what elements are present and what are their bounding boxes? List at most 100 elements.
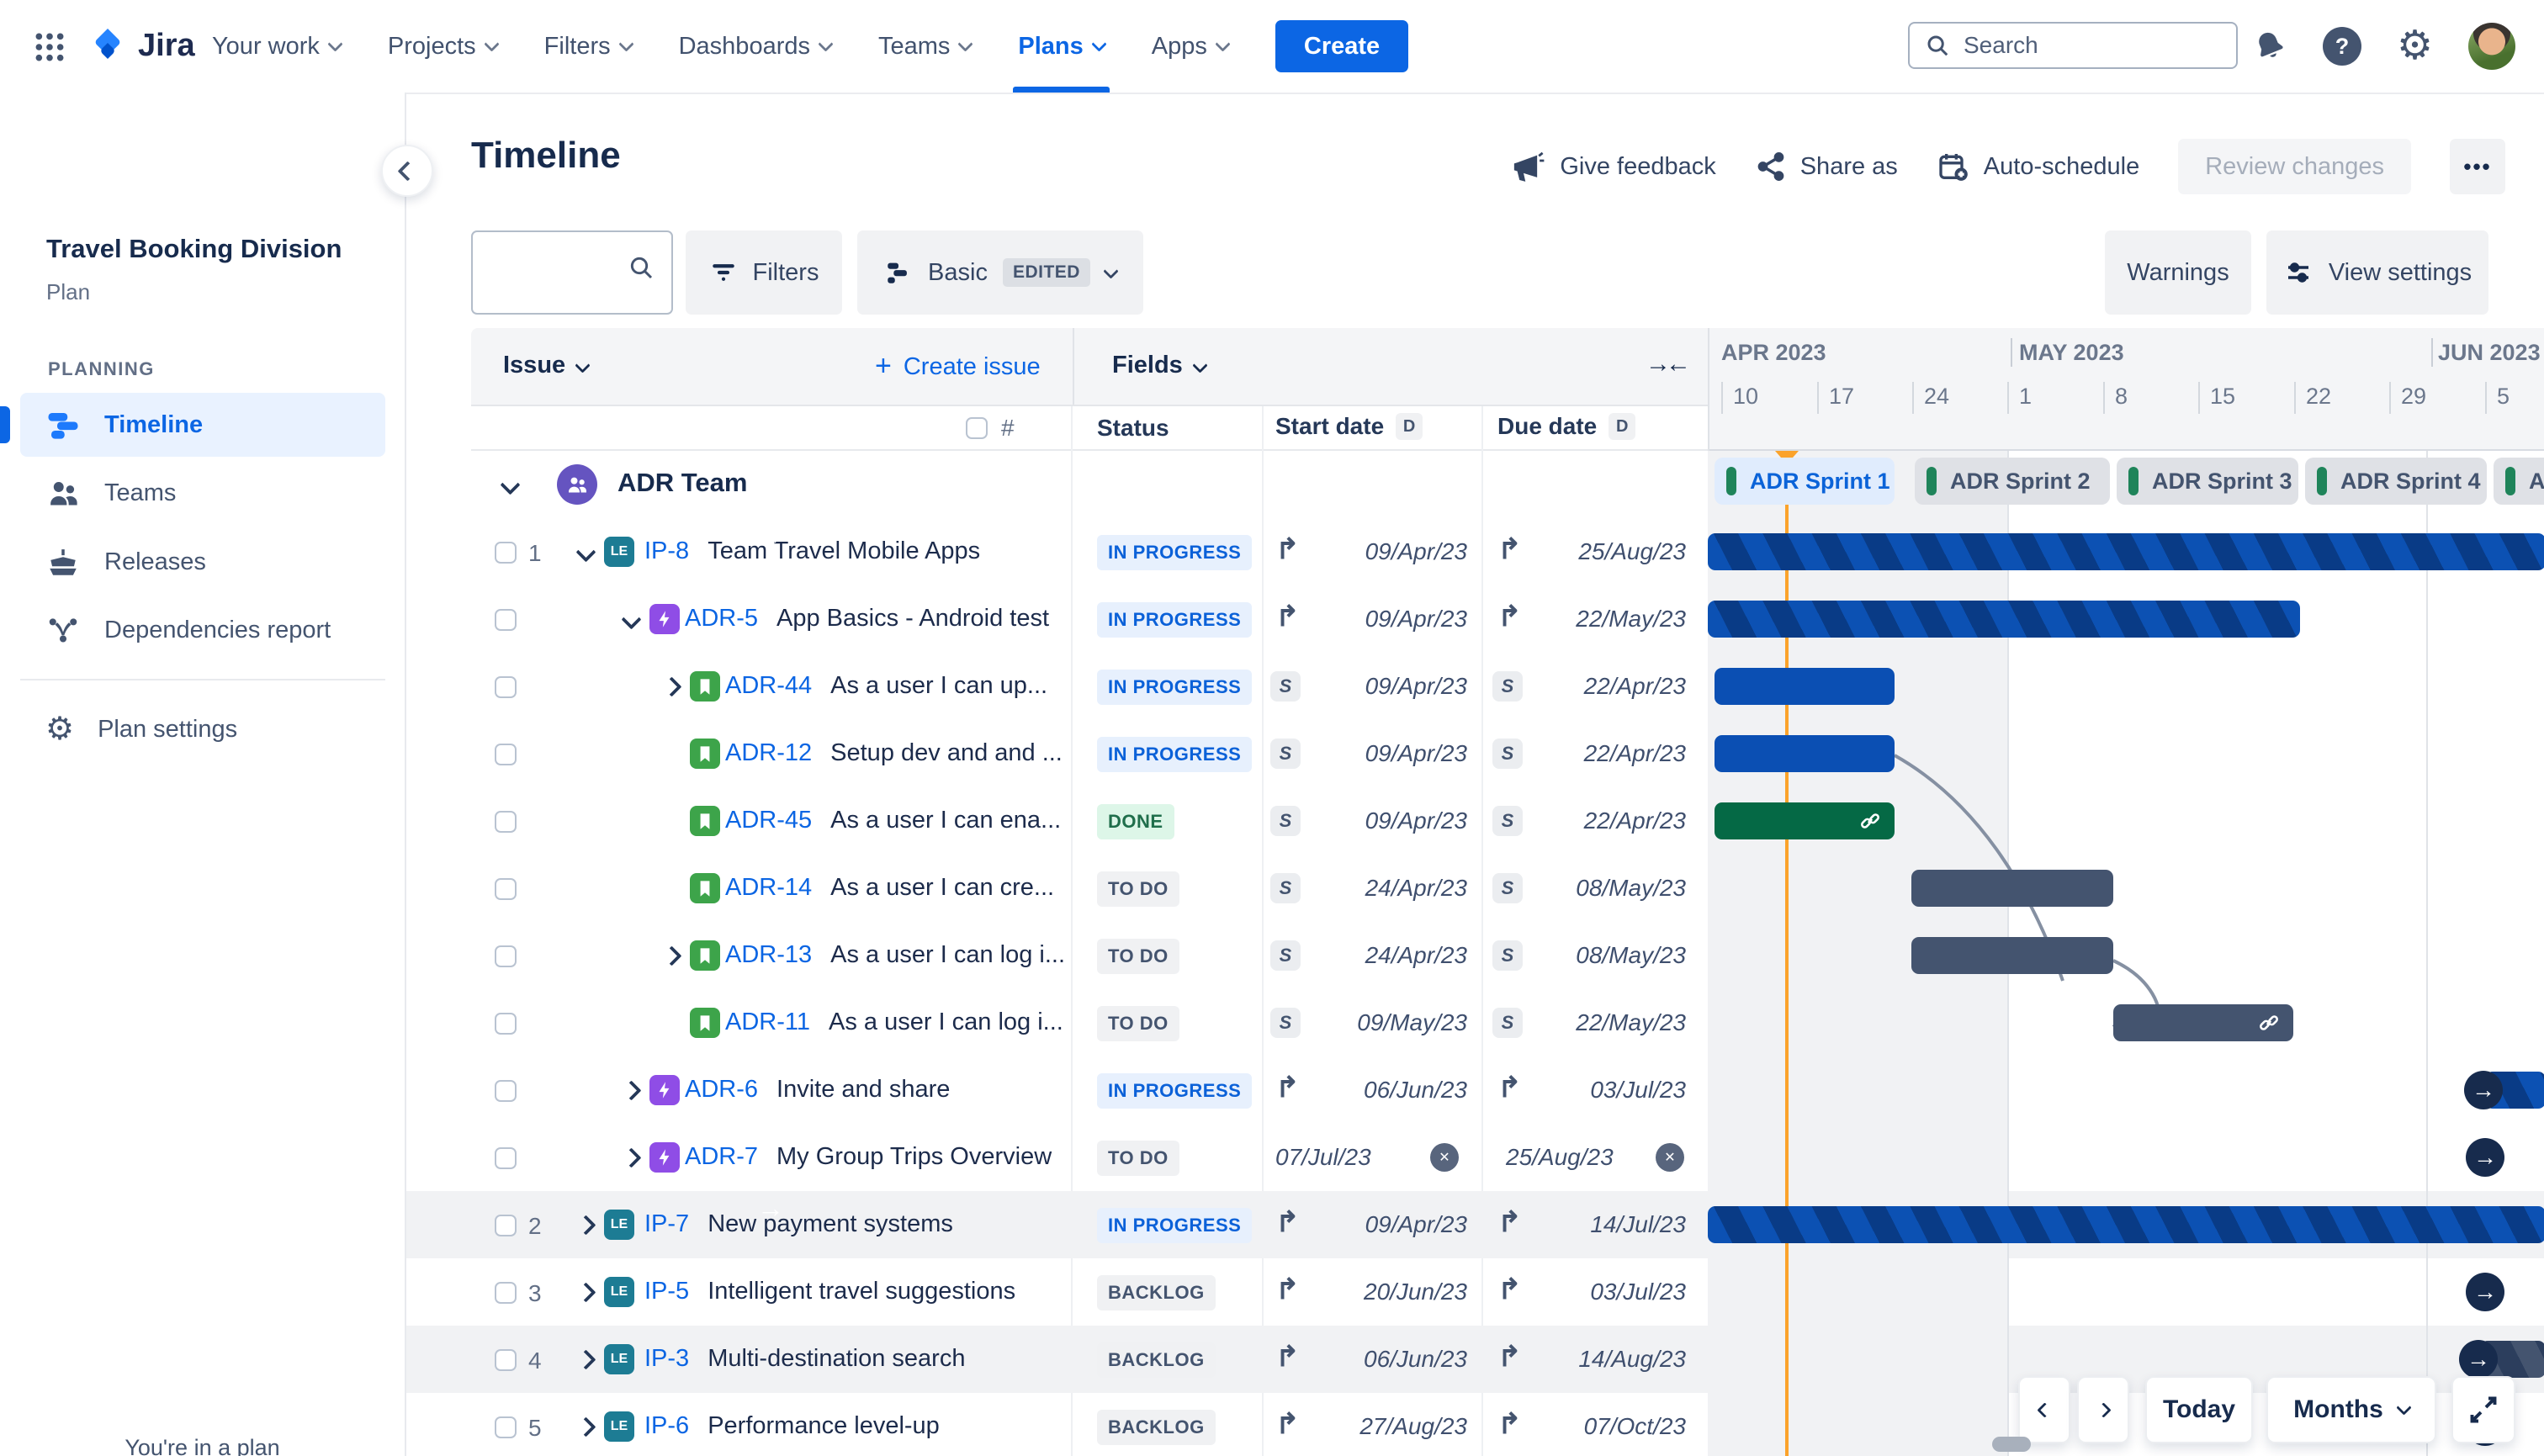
issue-summary[interactable]: Team Travel Mobile Apps — [708, 537, 981, 564]
issue-summary[interactable]: As a user I can log i... — [829, 1009, 1063, 1035]
start-date-value[interactable]: 09/Apr/23 — [1365, 538, 1467, 564]
issue-summary[interactable]: As a user I can up... — [830, 672, 1048, 699]
chevron-right-icon[interactable] — [575, 1282, 596, 1304]
issue-summary[interactable]: As a user I can ena... — [830, 807, 1062, 834]
status-badge[interactable]: IN PROGRESS — [1097, 670, 1253, 705]
horizontal-scrollbar-thumb[interactable] — [1992, 1437, 2031, 1452]
status-badge[interactable]: BACKLOG — [1097, 1275, 1216, 1310]
sidebar-item-timeline[interactable]: Timeline — [20, 393, 385, 457]
sprint-bar-5[interactable]: ADR Sprint 5 — [2494, 458, 2544, 505]
issue-key[interactable]: IP-3 — [644, 1345, 690, 1372]
status-badge[interactable]: TO DO — [1097, 871, 1179, 907]
issue-summary[interactable]: Performance level-up — [708, 1412, 940, 1439]
due-date-value[interactable]: 25/Aug/23 — [1578, 538, 1686, 564]
create-button[interactable]: Create — [1275, 20, 1409, 72]
due-date-value[interactable]: 03/Jul/23 — [1590, 1279, 1686, 1305]
settings-gear-icon[interactable]: ⚙ — [2396, 24, 2433, 68]
start-date-value[interactable]: 09/May/23 — [1357, 1009, 1467, 1035]
nav-item-projects[interactable]: Projects — [388, 0, 500, 93]
status-badge[interactable]: BACKLOG — [1097, 1342, 1216, 1378]
row-checkbox[interactable] — [495, 1282, 517, 1304]
start-date-value[interactable]: 24/Apr/23 — [1365, 942, 1467, 968]
start-date-value[interactable]: 09/Apr/23 — [1365, 606, 1467, 632]
sprint-bar-1[interactable]: ADR Sprint 1 — [1715, 458, 1895, 505]
status-badge[interactable]: IN PROGRESS — [1097, 1073, 1253, 1109]
filters-button[interactable]: Filters — [686, 230, 842, 315]
issue-summary[interactable]: App Basics - Android test — [776, 605, 1050, 632]
start-date-value[interactable]: 09/Apr/23 — [1365, 807, 1467, 834]
issue-key[interactable]: ADR-7 — [685, 1143, 759, 1170]
offscreen-bar-indicator[interactable]: → — [2459, 1340, 2498, 1379]
due-date-value[interactable]: 22/Apr/23 — [1583, 807, 1686, 834]
sidebar-item-dependencies-report[interactable]: Dependencies report — [20, 598, 385, 662]
status-badge[interactable]: TO DO — [1097, 1006, 1179, 1041]
status-badge[interactable]: DONE — [1097, 804, 1174, 839]
zoom-level-dropdown[interactable]: Months — [2266, 1376, 2436, 1443]
due-date-value[interactable]: 08/May/23 — [1576, 875, 1686, 901]
sidebar-item-teams[interactable]: Teams — [20, 461, 385, 525]
gantt-bar-ADR-45[interactable] — [1715, 802, 1895, 839]
start-date-value[interactable]: 06/Jun/23 — [1364, 1346, 1467, 1372]
gantt-bar-ADR-13[interactable] — [1911, 937, 2113, 974]
auto-schedule-button[interactable]: Auto-schedule — [1937, 150, 2139, 183]
status-badge[interactable]: TO DO — [1097, 939, 1179, 974]
start-date-value[interactable]: 09/Apr/23 — [1365, 673, 1467, 699]
chevron-right-icon[interactable] — [621, 1080, 642, 1102]
due-date-value[interactable]: 22/May/23 — [1576, 1009, 1686, 1035]
row-checkbox[interactable] — [495, 1416, 517, 1438]
gantt-bar-ADR-14[interactable] — [1911, 870, 2113, 907]
jira-logo[interactable]: Jira — [87, 24, 195, 67]
row-checkbox[interactable] — [495, 1013, 517, 1035]
row-checkbox[interactable] — [495, 676, 517, 698]
app-switcher-icon[interactable] — [34, 31, 66, 67]
start-date-value[interactable]: 09/Apr/23 — [1365, 1211, 1467, 1237]
share-as-button[interactable]: Share as — [1755, 151, 1898, 183]
issue-summary[interactable]: Multi-destination search — [708, 1345, 966, 1372]
help-icon[interactable]: ? — [2322, 27, 2361, 66]
status-badge[interactable]: IN PROGRESS — [1097, 737, 1253, 772]
start-date-value[interactable]: 06/Jun/23 — [1364, 1077, 1467, 1103]
row-checkbox[interactable] — [495, 1080, 517, 1102]
due-date-value[interactable]: 14/Aug/23 — [1578, 1346, 1686, 1372]
issue-summary[interactable]: New payment systems — [708, 1210, 953, 1237]
clear-date-icon[interactable]: ✕ — [1656, 1143, 1684, 1172]
sidebar-collapse-button[interactable] — [381, 145, 433, 197]
due-date-value[interactable]: 25/Aug/23 — [1506, 1144, 1614, 1170]
fields-dropdown[interactable]: Fields — [1112, 352, 1208, 379]
status-badge[interactable]: BACKLOG — [1097, 1410, 1216, 1445]
issue-key[interactable]: ADR-11 — [725, 1009, 810, 1035]
global-search-input[interactable]: Search — [1908, 22, 2238, 69]
issue-column-dropdown[interactable]: Issue — [503, 352, 591, 379]
issue-summary[interactable]: My Group Trips Overview — [776, 1143, 1052, 1170]
sidebar-item-releases[interactable]: Releases — [20, 530, 385, 594]
dependency-chain-icon[interactable] — [2258, 1012, 2280, 1038]
gantt-bar-IP-8[interactable] — [1708, 533, 2544, 570]
sprint-bar-4[interactable]: ADR Sprint 4 — [2305, 458, 2487, 505]
nav-item-apps[interactable]: Apps — [1152, 0, 1231, 93]
gantt-bar-ADR-12[interactable] — [1715, 735, 1895, 772]
chevron-down-icon[interactable] — [500, 474, 521, 496]
chevron-down-icon[interactable] — [575, 542, 596, 564]
clear-date-icon[interactable]: ✕ — [1430, 1143, 1459, 1172]
issue-summary[interactable]: Invite and share — [776, 1076, 951, 1103]
gantt-bar-ADR-11[interactable] — [2113, 1004, 2293, 1041]
issue-key[interactable]: IP-5 — [644, 1278, 690, 1305]
chevron-right-icon[interactable] — [575, 1349, 596, 1371]
issue-key[interactable]: IP-8 — [644, 537, 690, 564]
row-checkbox[interactable] — [495, 945, 517, 967]
due-date-value[interactable]: 22/Apr/23 — [1583, 740, 1686, 766]
sidebar-item-plan-settings[interactable]: ⚙ Plan settings — [20, 697, 385, 761]
chevron-down-icon[interactable] — [621, 609, 642, 631]
offscreen-bar-indicator[interactable]: → — [2464, 1071, 2503, 1109]
due-date-value[interactable]: 14/Jul/23 — [1590, 1211, 1686, 1237]
issue-key[interactable]: ADR-45 — [725, 807, 813, 834]
notifications-icon[interactable] — [2247, 24, 2293, 70]
issue-key[interactable]: ADR-6 — [685, 1076, 759, 1103]
review-changes-button[interactable]: Review changes — [2178, 139, 2411, 194]
nav-item-filters[interactable]: Filters — [544, 0, 634, 93]
nav-item-plans[interactable]: Plans — [1013, 0, 1110, 93]
give-feedback-button[interactable]: Give feedback — [1511, 149, 1716, 184]
nav-item-your-work[interactable]: Your work — [212, 0, 343, 93]
chevron-right-icon[interactable] — [621, 1147, 642, 1169]
issue-summary[interactable]: As a user I can log i... — [830, 941, 1066, 968]
